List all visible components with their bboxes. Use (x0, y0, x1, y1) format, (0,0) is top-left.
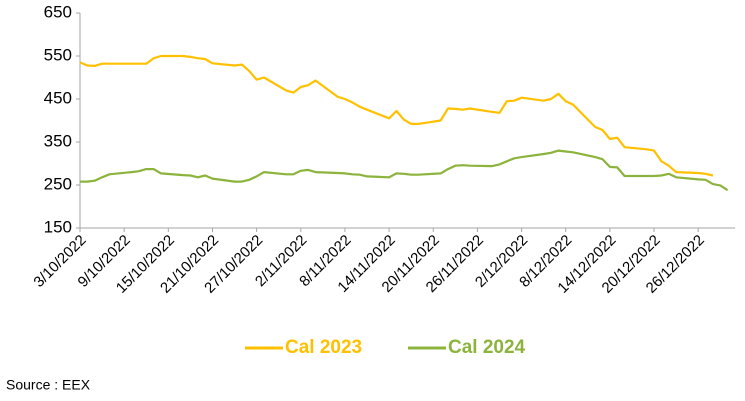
series-line (79, 54, 714, 177)
legend-label: Cal 2024 (448, 337, 526, 358)
legend-label: Cal 2023 (285, 337, 362, 358)
y-tick-label: 350 (44, 131, 72, 150)
series-line (80, 149, 729, 192)
y-tick-label: 650 (44, 2, 72, 21)
source-note: Source : EEX (6, 377, 91, 393)
y-tick-label: 450 (44, 88, 72, 107)
y-tick-label: 150 (44, 217, 72, 236)
y-tick-label: 250 (44, 174, 72, 193)
y-tick-label: 550 (44, 45, 72, 64)
